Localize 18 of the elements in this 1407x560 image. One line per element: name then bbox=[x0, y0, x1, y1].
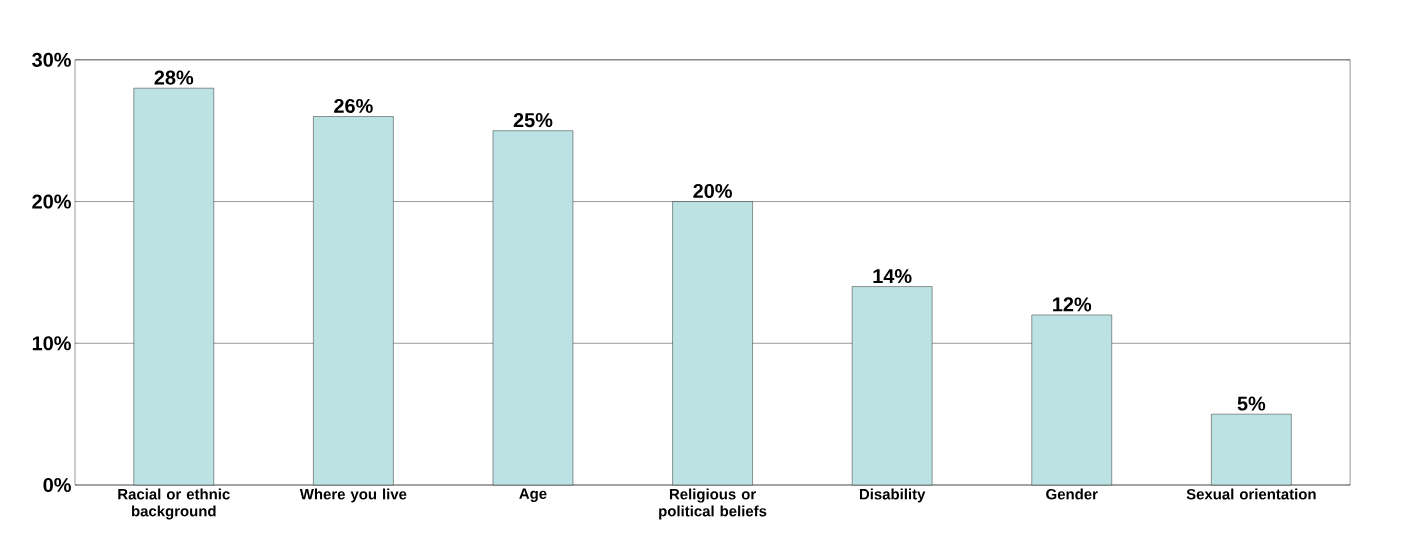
x-tick-label: Disability bbox=[859, 488, 926, 503]
data-label: 20% bbox=[693, 183, 732, 199]
x-tick-label: Age bbox=[519, 488, 547, 502]
y-tick-label: 0% bbox=[43, 477, 71, 493]
x-tick-label: Religious or political beliefs bbox=[659, 488, 767, 520]
y-tick-label: 30% bbox=[32, 52, 71, 67]
data-label: 28% bbox=[154, 70, 194, 85]
x-tick-label: Where you live bbox=[299, 488, 407, 503]
data-label: 5% bbox=[1237, 396, 1266, 411]
x-tick-label: Sexual orientation bbox=[1186, 488, 1316, 500]
data-label: 25% bbox=[513, 113, 553, 128]
data-label: 26% bbox=[334, 98, 373, 113]
data-label: 14% bbox=[873, 269, 912, 284]
y-tick-label: 10% bbox=[32, 336, 71, 351]
data-label: 12% bbox=[1053, 297, 1092, 312]
x-tick-label: Gender bbox=[1046, 488, 1098, 500]
y-tick-label: 20% bbox=[32, 194, 71, 209]
x-tick-label: Racial or ethnic background bbox=[118, 488, 230, 520]
